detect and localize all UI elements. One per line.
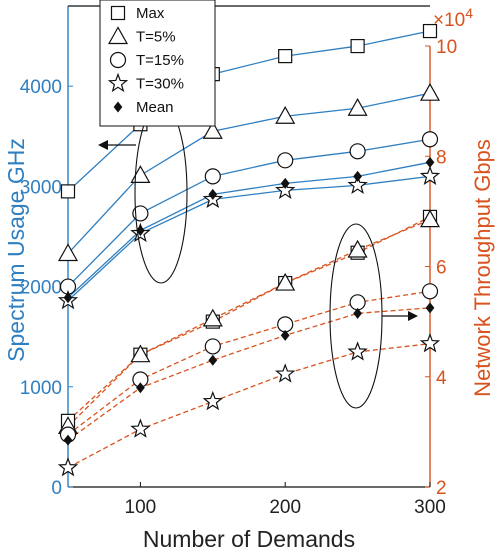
- series-line-right-star: [67, 343, 431, 469]
- left-tick-label: 1000: [20, 378, 62, 399]
- right-tick-label: 8: [436, 147, 447, 168]
- series-line-right-triangle: [67, 219, 431, 427]
- legend-marker-circle: [109, 51, 127, 69]
- right-axis-multiplier-base: ×10: [433, 10, 465, 31]
- left-axis-title: Spectrum Usage GHz: [3, 138, 29, 362]
- right-axis-title: Network Throughput Gbps: [470, 139, 495, 397]
- left-tick-label: 2000: [20, 278, 62, 299]
- legend-items: Max T=5% T=15% T=30% Mean: [107, 5, 184, 116]
- right-tick-label: 10: [436, 37, 457, 58]
- left-arrow-head: [98, 140, 108, 150]
- right-tick-label: 2: [436, 478, 447, 499]
- legend-label: T=5%: [136, 29, 176, 46]
- legend-marker-star: [107, 72, 129, 93]
- data-point-right-circle: [349, 294, 366, 311]
- data-point-right-star: [275, 363, 296, 383]
- data-point-right-star: [347, 341, 368, 361]
- data-point-right-star: [57, 457, 79, 477]
- data-point-left-circle: [204, 168, 221, 185]
- right-tick-label: 6: [436, 258, 447, 279]
- data-point-left-square: [422, 23, 438, 39]
- series-line-left-square: [67, 30, 431, 192]
- data-point-right-diamond: [425, 302, 435, 314]
- data-point-left-diamond: [136, 224, 145, 236]
- data-point-right-star: [130, 418, 151, 438]
- data-point-right-circle: [204, 338, 221, 355]
- left-axis-ticks: 0 1000 2000 3000 4000: [20, 77, 73, 499]
- data-point-left-triangle: [57, 243, 79, 262]
- series-lines: [67, 30, 431, 469]
- data-point-right-triangle: [130, 344, 151, 363]
- right-arrow-head: [408, 311, 418, 321]
- data-point-left-star: [347, 174, 368, 195]
- series-line-left-circle: [67, 138, 431, 288]
- data-point-left-diamond: [353, 170, 362, 182]
- legend-marker-square: [110, 5, 126, 21]
- x-axis-ticks: 100 200 300: [125, 482, 446, 518]
- legend-label: T=15%: [136, 52, 184, 69]
- legend-label: T=30%: [136, 76, 184, 93]
- data-point-left-square: [60, 184, 76, 199]
- series-markers: [57, 23, 441, 477]
- data-point-left-diamond: [208, 188, 218, 200]
- data-point-right-triangle: [347, 239, 368, 258]
- right-axis-multiplier: ×104: [433, 5, 473, 31]
- legend-label: Mean: [136, 99, 174, 116]
- data-point-left-circle: [277, 152, 294, 169]
- left-tick-label: 4000: [20, 77, 62, 98]
- data-point-left-triangle: [419, 82, 441, 101]
- data-point-right-diamond: [136, 382, 145, 394]
- series-line-left-star: [67, 175, 431, 302]
- x-tick-label: 300: [414, 497, 446, 518]
- data-point-left-diamond: [425, 156, 435, 168]
- data-point-right-triangle: [419, 209, 441, 228]
- left-tick-label: 0: [51, 478, 62, 499]
- legend-label: Max: [136, 5, 165, 22]
- series-line-right-square: [67, 216, 431, 422]
- legend: Max T=5% T=15% T=30% Mean: [99, 0, 216, 127]
- data-point-right-triangle: [202, 308, 223, 327]
- series-line-left-diamond: [67, 161, 431, 299]
- data-point-left-circle: [421, 131, 439, 148]
- data-point-left-triangle: [275, 106, 296, 124]
- data-point-left-triangle: [202, 121, 223, 139]
- right-axis-multiplier-exponent: 4: [465, 5, 473, 21]
- legend-marker-diamond: [113, 101, 123, 113]
- data-point-right-diamond: [280, 329, 290, 341]
- series-line-right-diamond: [67, 307, 431, 441]
- data-point-right-star: [419, 332, 441, 353]
- x-axis-title: Number of Demands: [143, 526, 355, 552]
- data-point-left-star: [275, 179, 296, 200]
- data-point-right-diamond: [353, 307, 362, 319]
- data-point-left-circle: [132, 205, 149, 222]
- data-point-left-diamond: [280, 177, 290, 189]
- data-point-right-diamond: [63, 434, 73, 446]
- x-tick-label: 100: [125, 497, 157, 518]
- x-tick-label: 200: [269, 497, 301, 518]
- data-point-right-diamond: [208, 354, 218, 366]
- series-line-right-circle: [67, 290, 431, 436]
- data-point-right-star: [202, 390, 223, 411]
- data-point-right-circle: [277, 316, 294, 333]
- right-axis-ticks: 2 4 6 8 10: [425, 37, 457, 499]
- data-point-left-circle: [349, 143, 366, 160]
- legend-marker-triangle: [107, 26, 129, 45]
- data-point-right-circle: [421, 283, 439, 300]
- series-line-left-triangle: [67, 92, 431, 254]
- data-point-left-square: [278, 49, 293, 64]
- left-tick-label: 3000: [20, 177, 62, 198]
- data-point-left-star: [419, 165, 441, 186]
- right-tick-label: 4: [436, 368, 447, 389]
- data-point-left-diamond: [63, 292, 73, 304]
- data-point-left-square: [350, 38, 365, 54]
- data-point-right-triangle: [275, 272, 296, 291]
- data-point-left-triangle: [347, 97, 368, 116]
